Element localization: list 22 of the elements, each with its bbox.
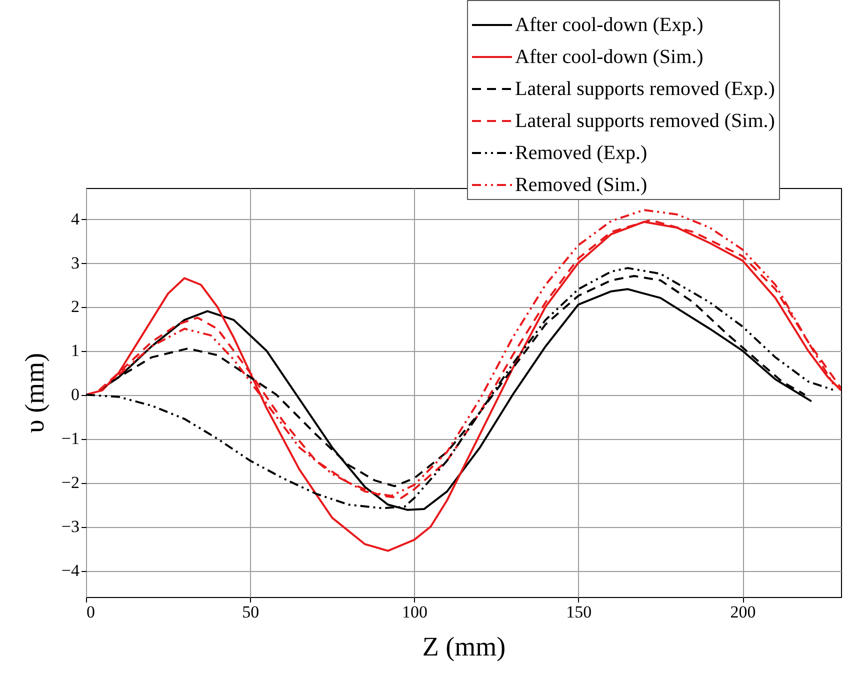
legend-label: After cool-down (Sim.) [515,46,704,68]
x-tick-label: 50 [242,602,260,622]
y-tick-label: −3 [61,517,80,536]
x-tick-label: 0 [86,602,95,622]
y-tick-label: 3 [71,253,80,272]
x-tick-label: 100 [402,602,428,622]
legend-label: Removed (Exp.) [515,142,648,164]
y-tick-label: 2 [71,297,80,316]
legend-label: Lateral supports removed (Exp.) [515,78,775,100]
legend-label: After cool-down (Exp.) [515,14,704,36]
y-tick-label: −4 [61,561,80,580]
y-tick-label: 0 [71,385,80,404]
y-tick-label: −2 [61,473,80,492]
legend-label: Lateral supports removed (Sim.) [515,110,775,132]
y-axis-title: υ (mm) [19,352,50,434]
x-axis-title: Z (mm) [422,632,506,662]
y-tick-label: 4 [71,209,80,228]
x-tick-label: 150 [566,602,592,622]
y-tick-label: −1 [61,429,80,448]
x-tick-label: 200 [730,602,756,622]
legend-label: Removed (Sim.) [515,174,648,196]
y-tick-label: 1 [71,341,80,360]
